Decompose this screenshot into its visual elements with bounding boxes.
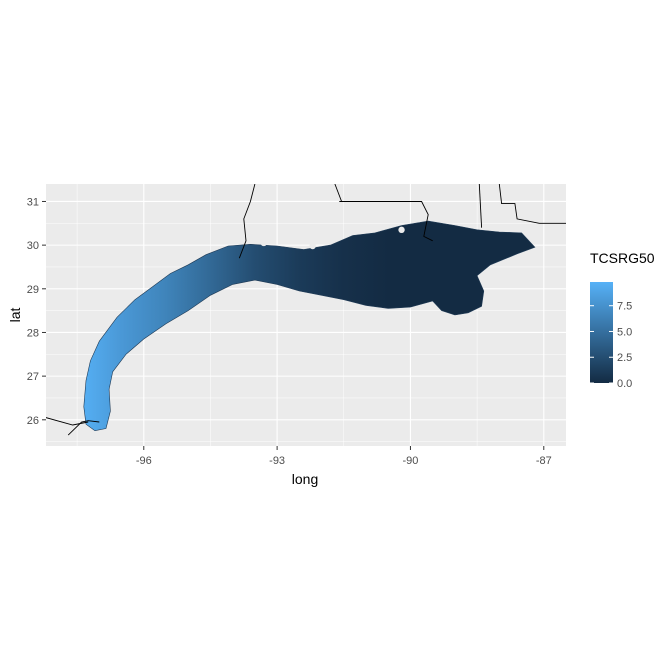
y-tick-label: 27 [27, 371, 39, 383]
legend-label: 5.0 [617, 326, 632, 338]
inland-water [496, 223, 503, 230]
surge-area [83, 220, 536, 432]
x-tick-label: -90 [402, 455, 418, 467]
state-borders [46, 184, 566, 436]
grid-lines [46, 184, 566, 446]
legend-label: 7.5 [617, 301, 632, 313]
border-line [238, 184, 256, 259]
inland-water [336, 234, 343, 241]
legend-colorbar [590, 282, 613, 383]
y-axis: 26 27 28 29 30 31 [27, 196, 46, 427]
inland-water [260, 239, 267, 247]
border-line [334, 184, 343, 202]
legend-label: 2.5 [617, 352, 632, 364]
border-line [478, 184, 483, 228]
inland-water [180, 254, 187, 261]
border-line [67, 420, 100, 436]
legend-ticks: 0.0 2.5 5.0 7.5 [590, 301, 632, 390]
inland-water [398, 226, 405, 234]
border-line [46, 417, 89, 426]
surge-region [83, 215, 536, 432]
x-axis-title: long [292, 471, 318, 487]
x-axis: -96 -93 -90 -87 [136, 446, 552, 467]
y-tick-label: 26 [27, 415, 39, 427]
x-tick-label: -87 [536, 455, 552, 467]
y-axis-title: lat [7, 308, 23, 323]
x-tick-label: -93 [269, 455, 285, 467]
y-tick-label: 30 [27, 240, 39, 252]
border-line [339, 201, 433, 242]
legend-label: 0.0 [617, 378, 632, 390]
legend: TCSRG50 0.0 2.5 5.0 7.5 [590, 250, 655, 390]
y-tick-label: 31 [27, 196, 39, 208]
inland-water [189, 251, 196, 258]
inland-water [309, 242, 316, 250]
y-tick-label: 28 [27, 327, 39, 339]
inland-water [416, 215, 423, 223]
y-tick-label: 29 [27, 284, 39, 296]
x-tick-label: -96 [136, 455, 152, 467]
legend-title: TCSRG50 [590, 250, 655, 266]
border-line [498, 184, 566, 224]
inland-water [193, 246, 201, 253]
